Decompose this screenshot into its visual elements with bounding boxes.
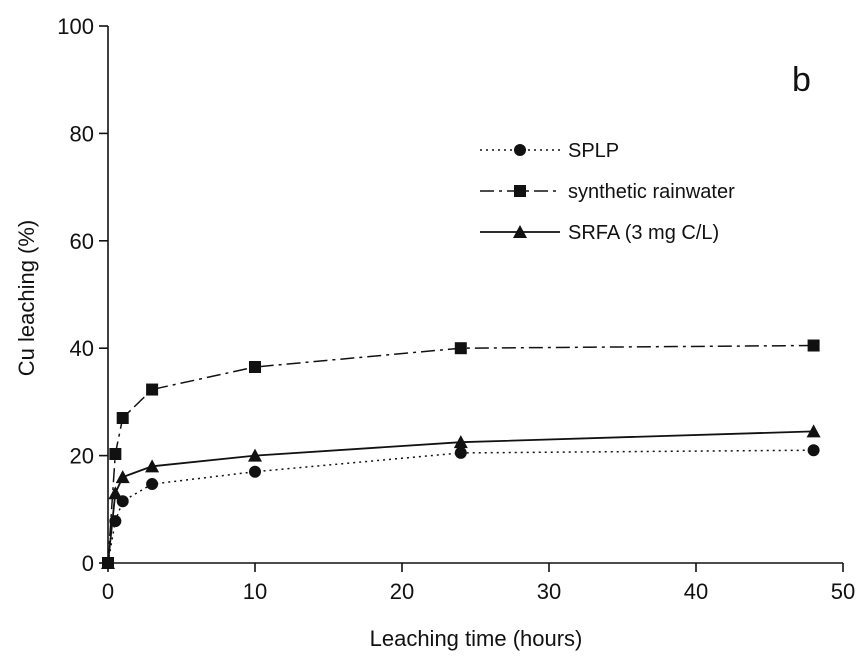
legend-label-square: synthetic rainwater <box>568 181 735 203</box>
legend-marker-square <box>514 185 526 197</box>
data-point-square <box>249 360 261 373</box>
legend-item-circle: SPLP <box>480 140 619 162</box>
y-tick-label: 20 <box>70 444 94 469</box>
data-point-triangle <box>248 448 262 462</box>
data-point-triangle <box>108 486 123 500</box>
x-tick-label: 40 <box>684 579 708 604</box>
y-tick-label: 60 <box>70 229 94 254</box>
x-tick-label: 10 <box>243 579 267 604</box>
y-tick-label: 40 <box>70 336 94 361</box>
data-point-triangle <box>453 435 468 449</box>
x-tick-label: 30 <box>537 579 561 604</box>
data-point-square <box>454 342 467 355</box>
y-tick-label: 0 <box>82 551 94 576</box>
x-tick-label: 50 <box>831 579 855 604</box>
y-tick-label: 80 <box>70 121 94 146</box>
series-circle <box>102 444 820 569</box>
legend-marker-circle <box>514 144 526 156</box>
data-point-square <box>116 412 129 425</box>
x-tick-label: 0 <box>102 579 114 604</box>
data-point-square <box>146 383 159 396</box>
data-point-circle <box>807 444 820 457</box>
data-point-triangle <box>101 556 115 569</box>
data-point-circle <box>249 465 261 478</box>
data-point-square <box>807 339 820 352</box>
legend-label-triangle: SRFA (3 mg C/L) <box>568 222 719 244</box>
legend: SPLP synthetic rainwater SRFA (3 mg C/L) <box>480 140 735 244</box>
y-tick-label: 100 <box>57 14 94 39</box>
data-point-square <box>109 447 122 460</box>
series-triangle <box>101 424 821 569</box>
panel-label: b <box>792 61 811 99</box>
legend-label-circle: SPLP <box>568 140 619 162</box>
data-point-circle <box>146 478 159 491</box>
legend-item-triangle: SRFA (3 mg C/L) <box>480 222 719 244</box>
series-square <box>102 339 820 569</box>
legend-marker-triangle <box>513 225 527 238</box>
data-point-circle <box>454 446 467 459</box>
series-layer <box>101 339 821 569</box>
y-axis-title: Cu leaching (%) <box>14 220 39 377</box>
data-point-triangle <box>145 459 160 473</box>
x-tick-label: 20 <box>390 579 414 604</box>
legend-item-square: synthetic rainwater <box>480 181 735 203</box>
series-line-circle <box>107 449 814 564</box>
axes: 0 20 40 60 80 100 0 10 20 30 40 50 <box>57 14 855 604</box>
data-point-triangle <box>806 424 821 438</box>
data-point-triangle <box>115 470 130 484</box>
x-axis-title: Leaching time (hours) <box>370 626 583 651</box>
